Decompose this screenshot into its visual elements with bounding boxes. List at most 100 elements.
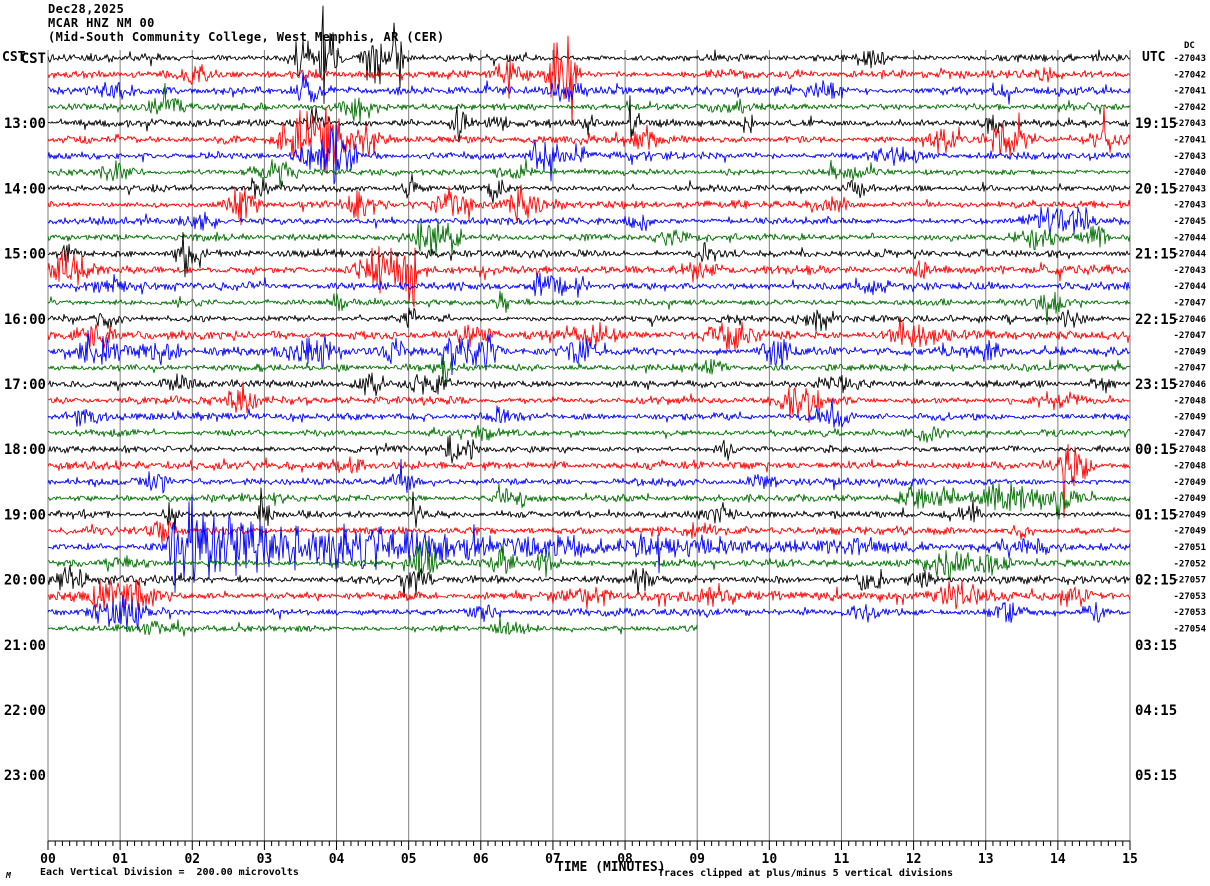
right-hour-label: 04:15 (1135, 703, 1177, 719)
seismogram-trace-row (47, 520, 1131, 544)
right-hour-label: 03:15 (1135, 638, 1177, 654)
corner-watermark: M (6, 871, 11, 880)
seismogram-trace-row (47, 381, 1131, 423)
seismogram-trace-row (47, 434, 1131, 464)
dc-offset-value: -27049 (1173, 510, 1206, 520)
dc-offset-value: -27046 (1173, 315, 1206, 325)
vertical-division-scale-note: Each Vertical Division = 200.00 microvol… (40, 867, 299, 878)
x-axis-title: TIME (MINUTES) (556, 860, 666, 875)
x-tick-label: 10 (762, 852, 778, 867)
seismogram-trace-row (47, 245, 1131, 308)
dc-offset-value: -27042 (1173, 103, 1206, 113)
left-hour-label: 14:00 (4, 181, 46, 197)
x-tick-label: 04 (329, 852, 345, 867)
seismogram-trace-row (47, 494, 1131, 593)
seismogram-trace-row (47, 540, 1131, 581)
seismogram-trace-row (47, 487, 1131, 531)
left-hour-label: 22:00 (4, 703, 46, 719)
x-tick-label: 01 (112, 852, 128, 867)
seismogram-trace-row (47, 458, 1131, 494)
seismogram-trace-row (47, 206, 1131, 237)
seismogram-trace-row (47, 616, 698, 637)
seismogram-trace-row (47, 105, 1131, 175)
header-date: Dec28,2025 (48, 2, 125, 16)
seismogram-trace-row (47, 307, 1131, 332)
left-hour-label: 17:00 (4, 377, 46, 393)
seismogram-trace-row (47, 35, 1131, 126)
seismogram-trace-row (47, 272, 1131, 298)
x-tick-label: 13 (978, 852, 994, 867)
dc-offset-value: -27048 (1173, 396, 1206, 406)
seismogram-trace-row (47, 5, 1131, 104)
x-tick-label: 09 (689, 852, 705, 867)
left-hour-label: CST (21, 51, 46, 67)
dc-offset-value: -27052 (1173, 559, 1206, 569)
seismogram-trace-row (47, 82, 1131, 123)
left-hour-label: 16:00 (4, 312, 46, 328)
dc-offset-value: -27040 (1173, 168, 1206, 178)
dc-offset-value: -27041 (1173, 87, 1206, 97)
seismogram-trace-row (47, 595, 1131, 630)
dc-offset-value: -27043 (1173, 201, 1206, 211)
seismogram-trace-row (47, 316, 1131, 352)
seismogram-trace-row (47, 218, 1131, 255)
dc-offset-value: -27045 (1173, 217, 1206, 227)
dc-offset-value: -27049 (1173, 347, 1206, 357)
seismogram-trace-row (47, 355, 1131, 383)
x-tick-label: 14 (1050, 852, 1066, 867)
seismogram-trace-row (47, 579, 1131, 612)
right-hour-label: 23:15 (1135, 377, 1177, 393)
x-tick-label: 03 (257, 852, 273, 867)
seismogram-trace-row (47, 372, 1131, 397)
left-hour-label: 20:00 (4, 573, 46, 589)
seismogram-trace-row (47, 184, 1131, 226)
right-hour-label: 01:15 (1135, 507, 1177, 523)
dc-offset-value: -27043 (1173, 266, 1206, 276)
left-hour-label: 15:00 (4, 247, 46, 263)
x-tick-label: 02 (184, 852, 200, 867)
seismogram-trace-row (47, 482, 1131, 520)
dc-offset-value: -27049 (1173, 413, 1206, 423)
dc-offset-value: -27041 (1173, 136, 1206, 146)
seismogram-trace-row (47, 398, 1131, 428)
header-station-code: MCAR HNZ NM 00 (48, 16, 155, 30)
x-tick-label: 06 (473, 852, 489, 867)
right-hour-label: 22:15 (1135, 312, 1177, 328)
dc-offset-value: -27047 (1173, 429, 1206, 439)
left-hour-label: 18:00 (4, 442, 46, 458)
dc-offset-value: -27043 (1173, 152, 1206, 162)
dc-offset-value: -27049 (1173, 527, 1206, 537)
seismogram-trace-row (47, 158, 1131, 187)
x-tick-label: 08 (617, 852, 633, 867)
seismogram-trace-row (47, 71, 1131, 105)
seismogram-trace-row (47, 443, 1131, 518)
dc-offset-value: -27048 (1173, 445, 1206, 455)
left-hour-label: 13:00 (4, 116, 46, 132)
right-hour-label: 20:15 (1135, 181, 1177, 197)
left-hour-label: 23:00 (4, 768, 46, 784)
x-tick-label: 07 (545, 852, 561, 867)
dc-offset-value: -27043 (1173, 119, 1206, 129)
left-hour-label: 21:00 (4, 638, 46, 654)
dc-offset-value: -27044 (1173, 233, 1206, 243)
x-tick-label: 11 (834, 852, 850, 867)
right-timezone-label: UTC (1142, 50, 1166, 65)
dc-offset-column-header: DC (1184, 41, 1195, 51)
seismogram-trace-row (47, 290, 1131, 326)
seismogram-trace-row (47, 124, 1131, 185)
dc-offset-value: -27043 (1173, 184, 1206, 194)
dc-offset-value: -27047 (1173, 331, 1206, 341)
seismogram-trace-row (47, 564, 1131, 598)
x-tick-label: 12 (906, 852, 922, 867)
right-hour-label: 02:15 (1135, 573, 1177, 589)
dc-offset-value: -27046 (1173, 380, 1206, 390)
seismogram-trace-row (47, 231, 1131, 278)
right-hour-label: 21:15 (1135, 247, 1177, 263)
dc-offset-value: -27047 (1173, 299, 1206, 309)
seismogram-trace-row (47, 173, 1131, 204)
dc-offset-value: -27048 (1173, 462, 1206, 472)
seismogram-trace-row (47, 330, 1131, 376)
dc-offset-value: -27047 (1173, 364, 1206, 374)
